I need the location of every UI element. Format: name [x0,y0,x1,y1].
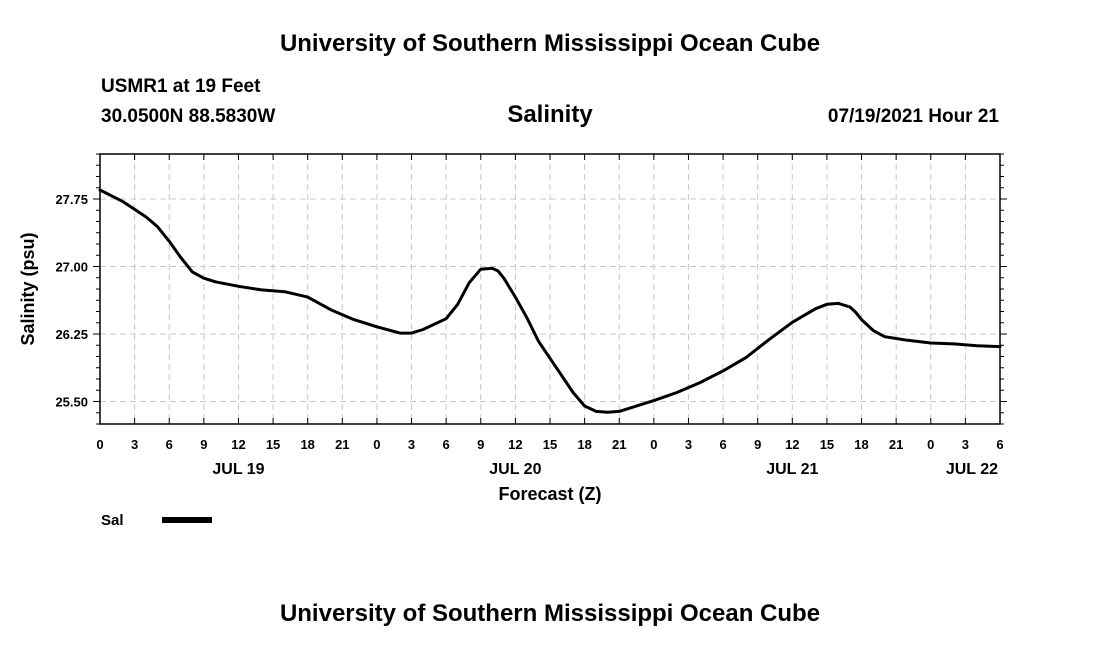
y-tick-label: 27.75 [55,192,88,207]
x-tick-label: 21 [889,437,903,452]
x-axis-title: Forecast (Z) [498,484,601,504]
date-label: JUL 22 [946,461,998,478]
x-tick-label: 3 [408,437,415,452]
x-tick-label: 3 [131,437,138,452]
series-layer [98,188,1002,414]
x-tick-label: 0 [373,437,380,452]
station-label: USMR1 at 19 Feet [101,76,261,97]
coordinates-label: 30.0500N 88.5830W [101,106,276,127]
y-tick-label: 25.50 [55,395,88,410]
x-tick-label: 0 [96,437,103,452]
axes: 0 3 6 9 12 15 18 21 0 3 6 9 12 15 18 21 0 3 6 9 12 15 18 21 0 3 6 2… [18,153,1007,504]
x-tick-label: 18 [300,437,314,452]
grid [100,154,1000,424]
x-tick-label: 18 [577,437,591,452]
x-tick-label: 3 [685,437,692,452]
y-tick-label: 27.00 [55,260,88,275]
x-tick-label: 6 [996,437,1003,452]
y-axis-title: Salinity (psu) [18,232,38,345]
legend: Sal [101,512,212,529]
x-tick-label: 15 [543,437,557,452]
y-tick-label: 26.25 [55,327,88,342]
legend-label: Sal [101,512,124,529]
x-tick-label: 15 [820,437,834,452]
date-label: JUL 20 [489,461,541,478]
page-title: University of Southern Mississippi Ocean… [279,30,821,57]
x-tick-label: 0 [927,437,934,452]
x-tick-label: 12 [508,437,522,452]
x-tick-label: 6 [443,437,450,452]
x-tick-label: 3 [962,437,969,452]
x-tick-label: 9 [477,437,484,452]
x-tick-label: 9 [200,437,207,452]
x-tick-label: 18 [854,437,868,452]
forecast-datetime: 07/19/2021 Hour 21 [827,106,999,127]
x-tick-label: 6 [166,437,173,452]
x-tick-label: 12 [785,437,799,452]
footer-title: University of Southern Mississippi Ocean… [279,600,821,627]
series-line-sal [98,188,1002,414]
chart-title: Salinity [507,101,593,128]
x-tick-label: 15 [266,437,280,452]
x-tick-label: 9 [754,437,761,452]
x-tick-label: 21 [335,437,349,452]
date-label: JUL 19 [212,461,264,478]
x-tick-label: 6 [719,437,726,452]
x-tick-label: 21 [612,437,626,452]
date-label: JUL 21 [766,461,818,478]
x-tick-label: 0 [650,437,657,452]
x-tick-label: 12 [231,437,245,452]
